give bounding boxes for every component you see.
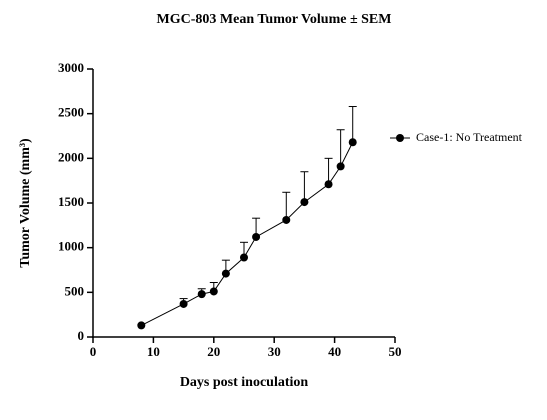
x-tick-label: 0 <box>90 344 97 359</box>
y-tick-label: 3000 <box>58 60 84 75</box>
x-axis-label: Days post inoculation <box>180 375 309 390</box>
data-point <box>300 198 309 207</box>
data-point <box>137 321 146 330</box>
series-line <box>141 142 354 326</box>
y-tick-label: 2500 <box>58 105 84 120</box>
data-point <box>209 287 218 296</box>
legend-label: Case-1: No Treatment <box>416 130 523 144</box>
x-tick-label: 20 <box>207 344 220 359</box>
legend-marker <box>396 134 404 142</box>
y-tick-label: 1000 <box>58 239 84 254</box>
y-tick-label: 1500 <box>58 194 84 209</box>
x-tick-label: 10 <box>147 344 160 359</box>
data-point <box>252 232 261 241</box>
x-tick-label: 30 <box>268 344 281 359</box>
data-point <box>197 290 206 299</box>
data-point <box>221 269 230 278</box>
y-axis-label: Tumor Volume (mm³) <box>18 138 33 268</box>
y-tick-label: 0 <box>78 328 85 343</box>
y-tick-label: 2000 <box>58 149 84 164</box>
x-tick-label: 40 <box>328 344 341 359</box>
data-point <box>348 138 357 147</box>
x-tick-label: 50 <box>389 344 402 359</box>
data-point <box>282 215 291 224</box>
data-point <box>324 180 333 189</box>
y-tick-label: 500 <box>65 283 85 298</box>
chart-title: MGC-803 Mean Tumor Volume ± SEM <box>157 12 392 27</box>
data-point <box>240 253 248 262</box>
data-point <box>179 299 188 308</box>
data-point <box>336 162 345 171</box>
